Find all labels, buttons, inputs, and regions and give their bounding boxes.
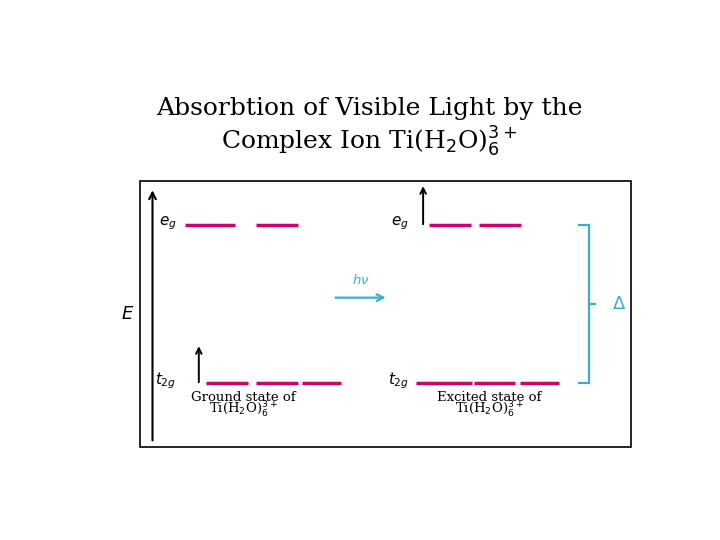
Text: Complex Ion Ti(H$_2$O)$_6^{3+}$: Complex Ion Ti(H$_2$O)$_6^{3+}$ [221,125,517,159]
Text: $t_{2g}$: $t_{2g}$ [388,370,409,391]
Text: $E$: $E$ [121,305,135,323]
Text: Absorbtion of Visible Light by the: Absorbtion of Visible Light by the [156,97,582,120]
Bar [140,181,631,447]
Text: $e_g$: $e_g$ [392,214,409,232]
Text: Excited state of: Excited state of [437,390,541,404]
Text: Ti(H$_2$O)$_6^{3+}$: Ti(H$_2$O)$_6^{3+}$ [209,400,278,420]
Text: Ti(H$_2$O)$_6^{3+}$: Ti(H$_2$O)$_6^{3+}$ [454,400,523,420]
Text: Ground state of: Ground state of [191,390,296,404]
Text: $h\nu$: $h\nu$ [352,273,369,287]
Text: $e_g$: $e_g$ [159,214,176,232]
Text: $\Delta$: $\Delta$ [612,295,626,313]
Text: $t_{2g}$: $t_{2g}$ [156,370,176,391]
